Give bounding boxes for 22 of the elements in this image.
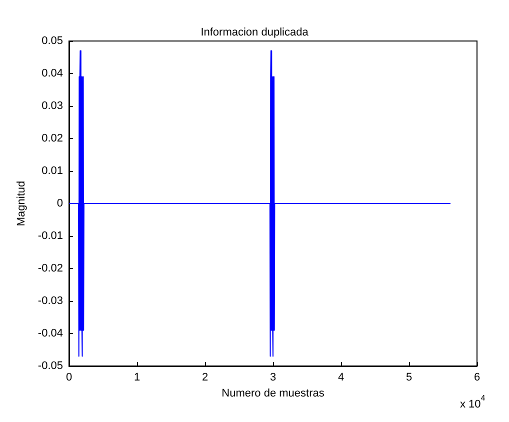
x-tick-label: 2 [202,372,208,384]
y-axis-title: Magnitud [16,180,28,226]
y-tick-label: 0.02 [42,132,63,144]
y-tick-label: 0.04 [42,68,63,80]
y-tick-label: -0.01 [38,230,63,242]
line-series [68,50,451,357]
y-tick-label: -0.02 [38,262,63,274]
y-tick-label: 0.01 [42,165,63,177]
x-tick-label: 0 [66,372,72,384]
y-tick-label: -0.04 [38,328,63,340]
chart-title: Informacion duplicada [200,26,310,38]
y-tick-label: 0 [56,198,63,210]
x-tick-label: 5 [406,372,412,384]
y-tick-label: 0.03 [42,100,63,112]
x-tick-label: 4 [338,372,344,384]
y-tick-label: -0.03 [38,295,63,307]
x-tick-label: 6 [474,372,480,384]
x-tick-label: 1 [134,372,140,384]
x-tick-label: 3 [270,372,276,384]
y-tick-label: 0.05 [42,35,63,47]
x-axis-title: Numero de muestras [222,387,325,400]
y-tick-label: -0.05 [38,360,63,372]
